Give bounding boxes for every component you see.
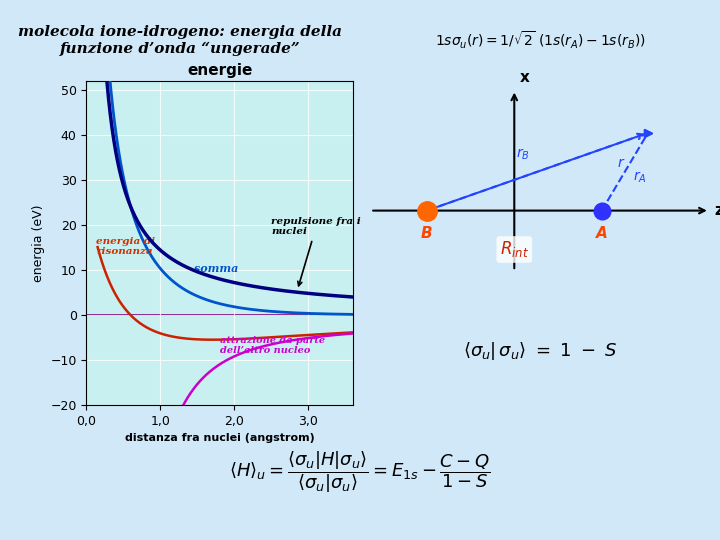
X-axis label: distanza fra nuclei (angstrom): distanza fra nuclei (angstrom) xyxy=(125,433,315,443)
Text: energia di
risonanza: energia di risonanza xyxy=(96,237,155,256)
Text: z: z xyxy=(715,203,720,218)
Text: $1s\sigma_u(r)= 1/\sqrt{2}\ (1s(r_A)-1s(r_B))$: $1s\sigma_u(r)= 1/\sqrt{2}\ (1s(r_A)-1s(… xyxy=(434,30,646,51)
Text: somma: somma xyxy=(194,263,238,274)
Text: $r$: $r$ xyxy=(617,156,626,170)
Text: x: x xyxy=(519,70,529,85)
Text: $r_B$: $r_B$ xyxy=(516,147,530,162)
Text: $R_{int}$: $R_{int}$ xyxy=(500,239,528,260)
Title: energie: energie xyxy=(187,63,252,78)
Text: repulsione fra i
nuclei: repulsione fra i nuclei xyxy=(271,217,361,286)
Text: attrazione da parte
dell’altro nucleo: attrazione da parte dell’altro nucleo xyxy=(220,336,325,355)
Y-axis label: energia (eV): energia (eV) xyxy=(32,204,45,282)
Text: $\langle\sigma_u|\,\sigma_u\rangle\ =\ 1\ -\ S$: $\langle\sigma_u|\,\sigma_u\rangle\ =\ 1… xyxy=(463,340,617,362)
Text: B: B xyxy=(421,226,433,241)
Text: $r_A$: $r_A$ xyxy=(633,170,647,185)
Text: A: A xyxy=(596,226,608,241)
Text: molecola ione-idrogeno: energia della
funzione d’onda “ungerade”: molecola ione-idrogeno: energia della fu… xyxy=(18,25,342,56)
Text: $\langle H\rangle_u = \dfrac{\langle\sigma_u|H|\sigma_u\rangle}{\langle\sigma_u|: $\langle H\rangle_u = \dfrac{\langle\sig… xyxy=(229,450,491,495)
